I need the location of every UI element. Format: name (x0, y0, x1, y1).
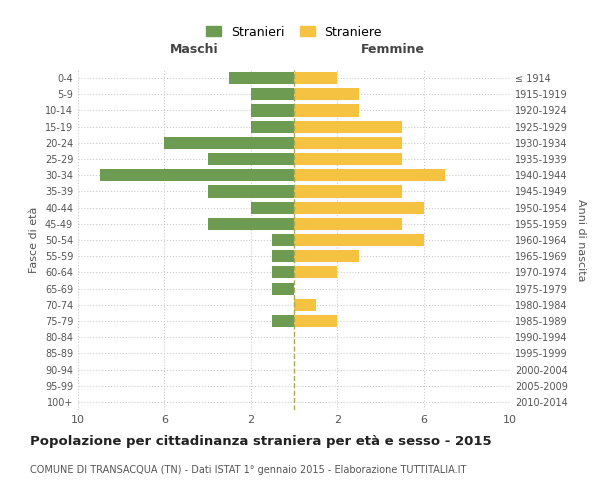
Bar (294, 88, 359, 101)
Bar (294, 266, 337, 278)
Bar (294, 153, 402, 165)
Bar (294, 250, 359, 262)
Bar (251, 120, 294, 132)
Bar (294, 298, 316, 311)
Bar (272, 234, 294, 246)
Bar (294, 169, 445, 181)
Bar (294, 120, 402, 132)
Bar (251, 88, 294, 101)
Bar (272, 282, 294, 294)
Bar (251, 202, 294, 213)
Bar (294, 202, 424, 213)
Text: Maschi: Maschi (170, 44, 219, 57)
Bar (294, 186, 402, 198)
Bar (272, 250, 294, 262)
Bar (294, 137, 402, 149)
Y-axis label: Anni di nascita: Anni di nascita (576, 198, 586, 281)
Y-axis label: Fasce di età: Fasce di età (29, 207, 39, 273)
Bar (164, 137, 294, 149)
Bar (294, 218, 402, 230)
Bar (100, 169, 294, 181)
Bar (208, 153, 294, 165)
Bar (208, 186, 294, 198)
Bar (272, 315, 294, 327)
Legend: Stranieri, Straniere: Stranieri, Straniere (202, 22, 386, 42)
Bar (294, 234, 424, 246)
Bar (251, 104, 294, 117)
Text: Femmine: Femmine (361, 44, 425, 57)
Text: COMUNE DI TRANSACQUA (TN) - Dati ISTAT 1° gennaio 2015 - Elaborazione TUTTITALIA: COMUNE DI TRANSACQUA (TN) - Dati ISTAT 1… (30, 465, 466, 475)
Bar (294, 104, 359, 117)
Bar (294, 315, 337, 327)
Bar (208, 218, 294, 230)
Text: Popolazione per cittadinanza straniera per età e sesso - 2015: Popolazione per cittadinanza straniera p… (30, 435, 491, 448)
Bar (229, 72, 294, 84)
Bar (272, 266, 294, 278)
Bar (294, 72, 337, 84)
